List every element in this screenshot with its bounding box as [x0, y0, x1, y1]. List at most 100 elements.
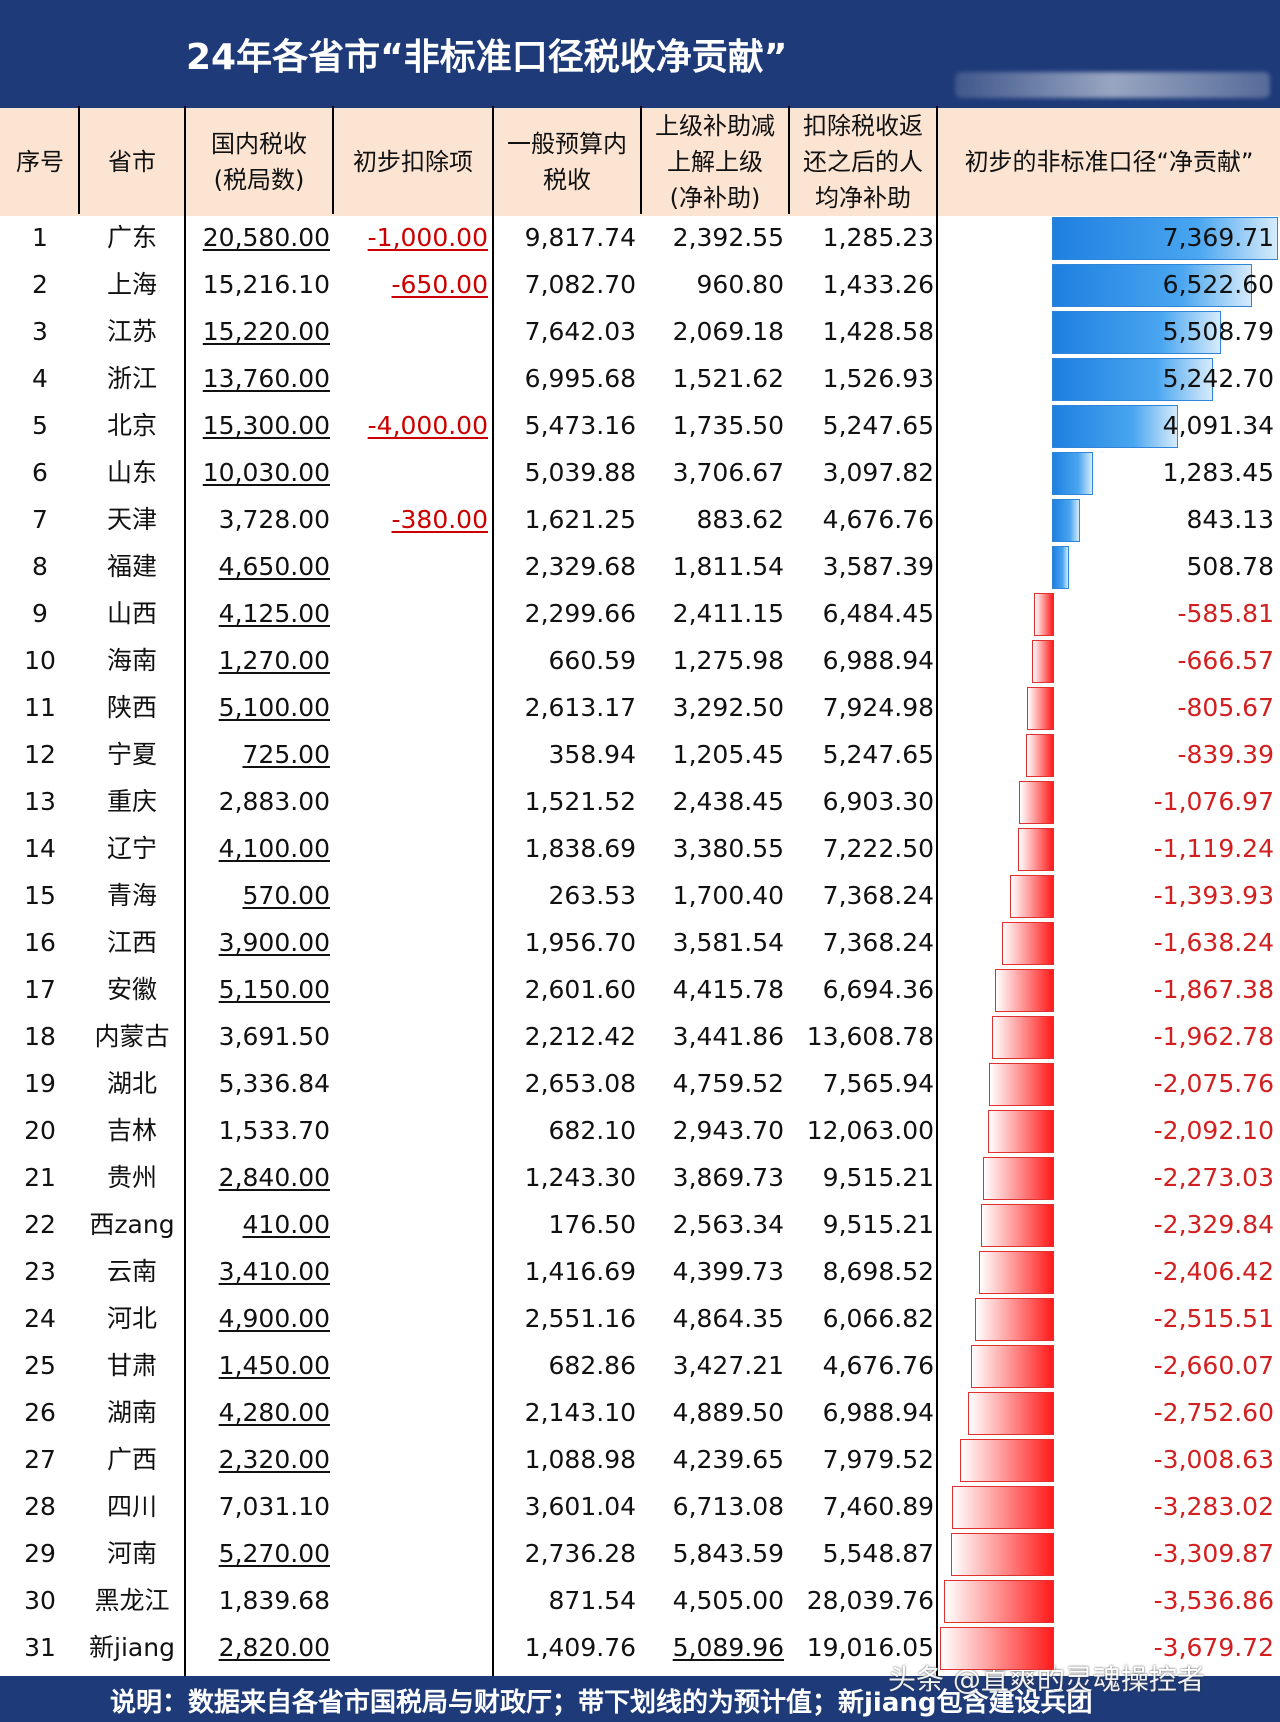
table-row: 15 青海 570.00 263.53 1,700.40 7,368.24 -1,393.9… [0, 872, 1280, 919]
table-row: 3 江苏 15,220.00 7,642.03 2,069.18 1,428.58 5,50… [0, 308, 1280, 355]
province-name: 西zang [89, 1210, 175, 1239]
column-divider [332, 106, 334, 214]
deduction-value [332, 778, 488, 825]
negative-bar [1017, 828, 1054, 871]
negative-bar [988, 1110, 1054, 1153]
province-name: 海南 [106, 646, 157, 675]
negative-bar [978, 1251, 1054, 1294]
deduction-value [332, 1107, 488, 1154]
domestic-tax-value: 15,220.00 [202, 317, 330, 346]
contribution-label: -3,309.87 [1153, 1539, 1274, 1568]
contribution-label: -1,119.24 [1153, 834, 1274, 863]
domestic-tax-value: 3,728.00 [218, 505, 330, 534]
general-budget-value: 2,299.66 [524, 599, 636, 628]
domestic-tax-value: 2,320.00 [218, 1445, 330, 1474]
per-capita-value: 4,676.76 [822, 1351, 934, 1380]
per-capita-value: 7,368.24 [822, 881, 934, 910]
negative-bar [940, 1627, 1054, 1670]
table-row: 6 山东 10,030.00 5,039.88 3,706.67 3,097.82 1,28… [0, 449, 1280, 496]
general-budget-value: 1,409.76 [524, 1633, 636, 1662]
positive-bar [1052, 499, 1080, 542]
negative-bar [1027, 687, 1054, 730]
contribution-label: -2,075.76 [1153, 1069, 1274, 1098]
province-name: 山西 [106, 599, 157, 628]
province-name: 安徽 [106, 975, 157, 1004]
contribution-label: -2,752.60 [1153, 1398, 1274, 1427]
contribution-label: -3,679.72 [1153, 1633, 1274, 1662]
net-subsidy-value: 960.80 [696, 270, 784, 299]
province-name: 陕西 [106, 693, 157, 722]
general-budget-value: 2,329.68 [524, 552, 636, 581]
deduction-value: -1,000.00 [367, 223, 488, 252]
domestic-tax-value: 4,900.00 [218, 1304, 330, 1333]
row-index: 5 [32, 411, 48, 440]
general-budget-value: 682.86 [548, 1351, 636, 1380]
deduction-value [332, 1483, 488, 1530]
deduction-value [332, 1154, 488, 1201]
negative-bar [1019, 781, 1054, 824]
page-title: 24年各省市“非标准口径税收净贡献” [186, 37, 788, 78]
contribution-label: -1,962.78 [1153, 1022, 1274, 1051]
negative-bar [995, 969, 1054, 1012]
negative-bar [1031, 640, 1054, 683]
deduction-value [332, 1577, 488, 1624]
per-capita-value: 7,368.24 [822, 928, 934, 957]
net-subsidy-value: 4,864.35 [672, 1304, 784, 1333]
deduction-value [332, 966, 488, 1013]
deduction-value [332, 919, 488, 966]
per-capita-value: 1,285.23 [822, 223, 934, 252]
header-per-capita: 扣除税收返 还之后的人 均净补助 [803, 112, 923, 212]
contribution-label: 508.78 [1186, 552, 1274, 581]
net-subsidy-value: 1,811.54 [672, 552, 784, 581]
net-subsidy-value: 883.62 [696, 505, 784, 534]
column-divider [640, 106, 642, 214]
general-budget-value: 1,838.69 [524, 834, 636, 863]
per-capita-value: 5,247.65 [822, 740, 934, 769]
table-row: 12 宁夏 725.00 358.94 1,205.45 5,247.65 -839.39 [0, 731, 1280, 778]
contribution-label: -2,092.10 [1153, 1116, 1274, 1145]
row-index: 15 [24, 881, 56, 910]
net-subsidy-value: 5,089.96 [672, 1633, 784, 1662]
positive-bar [1052, 358, 1214, 401]
row-index: 13 [24, 787, 56, 816]
row-index: 16 [24, 928, 56, 957]
net-subsidy-value: 3,869.73 [672, 1163, 784, 1192]
deduction-value [332, 590, 488, 637]
table-row: 14 辽宁 4,100.00 1,838.69 3,380.55 7,222.50 -1,1… [0, 825, 1280, 872]
footer-note: 说明：数据来自各省市国税局与财政厅；带下划线的为预计值；新jiang包含建设兵团 [110, 1688, 1093, 1718]
domestic-tax-value: 7,031.10 [218, 1492, 330, 1521]
per-capita-value: 1,526.93 [822, 364, 934, 393]
per-capita-value: 7,565.94 [822, 1069, 934, 1098]
header-net-subsidy: 上级补助减 上解上级 (净补助) [655, 112, 775, 212]
positive-bar [1052, 452, 1093, 495]
net-subsidy-value: 4,239.65 [672, 1445, 784, 1474]
header-domestic-tax: 国内税收 (税局数) [211, 130, 307, 194]
province-name: 贵州 [106, 1163, 157, 1192]
row-index: 11 [24, 693, 56, 722]
table-row: 27 广西 2,320.00 1,088.98 4,239.65 7,979.52 -3,0… [0, 1436, 1280, 1483]
table-row: 25 甘肃 1,450.00 682.86 3,427.21 4,676.76 -2,660… [0, 1342, 1280, 1389]
negative-bar [1009, 875, 1054, 918]
deduction-value: -380.00 [391, 505, 489, 534]
negative-bar [1002, 922, 1054, 965]
net-subsidy-value: 2,069.18 [672, 317, 784, 346]
header-contribution: 初步的非标准口径“净贡献” [964, 148, 1254, 176]
deduction-value [332, 1342, 488, 1389]
general-budget-value: 1,088.98 [524, 1445, 636, 1474]
domestic-tax-value: 5,150.00 [218, 975, 330, 1004]
contribution-label: 4,091.34 [1162, 411, 1274, 440]
footer-bar: 说明：数据来自各省市国税局与财政厅；带下划线的为预计值；新jiang包含建设兵团 [0, 1676, 1280, 1722]
negative-bar [988, 1063, 1054, 1106]
negative-bar [952, 1486, 1054, 1529]
contribution-label: -839.39 [1177, 740, 1275, 769]
domestic-tax-value: 4,100.00 [218, 834, 330, 863]
province-name: 广东 [106, 223, 157, 252]
row-index: 29 [24, 1539, 56, 1568]
general-budget-value: 1,621.25 [524, 505, 636, 534]
net-subsidy-value: 5,843.59 [672, 1539, 784, 1568]
deduction-value [332, 1295, 488, 1342]
table-row: 11 陕西 5,100.00 2,613.17 3,292.50 7,924.98 -805… [0, 684, 1280, 731]
domestic-tax-value: 5,336.84 [218, 1069, 330, 1098]
general-budget-value: 2,143.10 [524, 1398, 636, 1427]
